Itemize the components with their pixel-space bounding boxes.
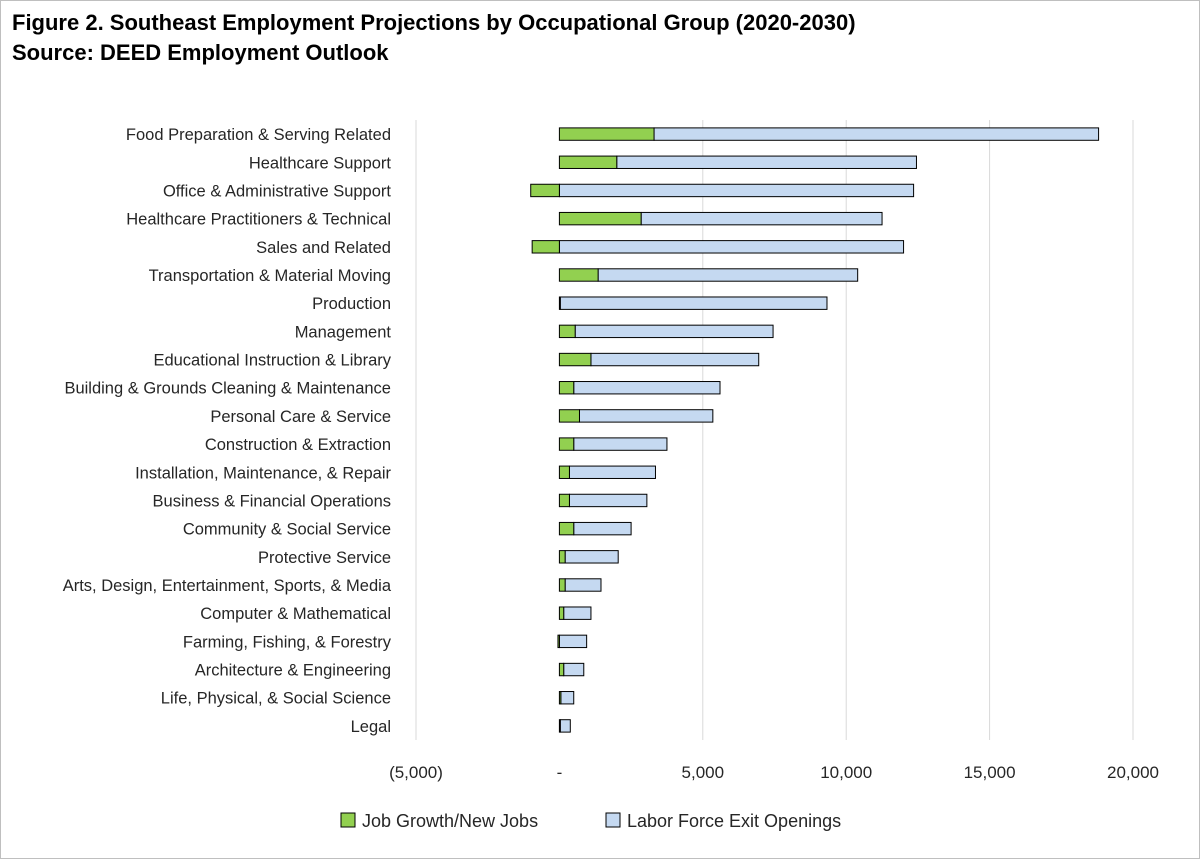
- category-label-3: Healthcare Practitioners & Technical: [126, 211, 391, 229]
- bar-exit-openings-13: [568, 493, 648, 508]
- bar-job-growth-8: [558, 352, 592, 367]
- category-label-6: Production: [312, 295, 391, 313]
- category-label-2: Office & Administrative Support: [163, 182, 391, 200]
- bar-job-growth-5: [558, 268, 599, 282]
- bar-job-growth-1: [558, 155, 618, 169]
- legend-label-1: Labor Force Exit Openings: [627, 811, 841, 831]
- bar-exit-openings-12: [568, 465, 656, 479]
- category-label-21: Legal: [351, 718, 391, 736]
- bar-exit-openings-17: [563, 606, 592, 620]
- category-label-0: Food Preparation & Serving Related: [126, 126, 391, 144]
- category-label-16: Arts, Design, Entertainment, Sports, & M…: [63, 577, 392, 595]
- bar-exit-openings-10: [578, 409, 714, 423]
- category-label-12: Installation, Maintenance, & Repair: [135, 464, 391, 482]
- bar-exit-openings-5: [597, 268, 859, 282]
- bar-exit-openings-20: [560, 691, 575, 705]
- category-label-9: Building & Grounds Cleaning & Maintenanc…: [64, 380, 391, 398]
- bar-job-growth-16: [558, 578, 566, 592]
- category-label-7: Management: [295, 323, 392, 341]
- bar-job-growth-9: [558, 381, 575, 395]
- chart-title: Figure 2. Southeast Employment Projectio…: [12, 10, 856, 35]
- bar-exit-openings-18: [558, 634, 588, 649]
- bar-job-growth-11: [558, 437, 575, 451]
- bar-job-growth-14: [558, 521, 575, 536]
- bar-exit-openings-15: [564, 550, 619, 564]
- bar-job-growth-20: [558, 691, 562, 705]
- category-label-4: Sales and Related: [256, 239, 391, 257]
- category-label-10: Personal Care & Service: [210, 408, 391, 426]
- category-label-20: Life, Physical, & Social Science: [161, 690, 391, 708]
- bar-job-growth-21: [558, 719, 561, 733]
- category-label-13: Business & Financial Operations: [153, 492, 391, 510]
- bar-exit-openings-8: [590, 352, 760, 367]
- bar-job-growth-13: [558, 493, 570, 508]
- category-labels: Food Preparation & Serving Related Health…: [63, 126, 392, 736]
- bar-job-growth-15: [558, 550, 566, 564]
- category-label-17: Computer & Mathematical: [200, 605, 391, 623]
- category-label-11: Construction & Extraction: [205, 436, 391, 454]
- category-label-1: Healthcare Support: [249, 154, 392, 172]
- bar-exit-openings-9: [573, 381, 721, 395]
- legend-swatch-1: [605, 812, 621, 828]
- bar-exit-openings-11: [573, 437, 668, 451]
- x-tick-label-0: (5,000): [389, 763, 443, 782]
- bar-job-growth-0: [558, 127, 655, 141]
- bar-job-growth-6: [558, 296, 561, 310]
- bar-exit-openings-4: [558, 240, 905, 254]
- category-label-18: Farming, Fishing, & Forestry: [183, 633, 392, 651]
- category-label-19: Architecture & Engineering: [195, 662, 391, 680]
- bar-exit-openings-1: [616, 155, 917, 169]
- x-tick-label-1: -: [557, 763, 563, 782]
- bars: [530, 127, 1100, 733]
- category-label-5: Transportation & Material Moving: [149, 267, 391, 285]
- x-axis-tick-labels: (5,000) - 5,000 10,000 15,000 20,000: [389, 763, 1159, 782]
- x-tick-label-4: 15,000: [964, 763, 1016, 782]
- bar-job-growth-4: [531, 240, 560, 254]
- bar-job-growth-3: [558, 211, 642, 226]
- x-tick-label-2: 5,000: [682, 763, 725, 782]
- title-block: Figure 2. Southeast Employment Projectio…: [12, 8, 856, 68]
- category-label-14: Community & Social Service: [183, 521, 391, 539]
- bar-job-growth-18: [557, 634, 560, 649]
- x-tick-label-3: 10,000: [820, 763, 872, 782]
- bar-exit-openings-7: [574, 324, 774, 339]
- legend-label-0: Job Growth/New Jobs: [362, 811, 538, 831]
- bar-exit-openings-6: [559, 296, 828, 310]
- category-label-8: Educational Instruction & Library: [153, 352, 391, 370]
- bar-exit-openings-14: [573, 521, 632, 536]
- chart-subtitle: Source: DEED Employment Outlook: [12, 40, 389, 65]
- bar-job-growth-7: [558, 324, 576, 339]
- bar-exit-openings-2: [558, 183, 915, 198]
- bar-exit-openings-3: [640, 211, 883, 226]
- bar-job-growth-10: [558, 409, 580, 423]
- bar-exit-openings-21: [559, 719, 571, 733]
- bar-job-growth-2: [530, 183, 560, 198]
- category-label-15: Protective Service: [258, 549, 391, 567]
- legend-swatch-0: [340, 812, 356, 828]
- bar-job-growth-19: [558, 662, 565, 677]
- legend: Job Growth/New Jobs Labor Force Exit Open…: [340, 811, 841, 831]
- bar-exit-openings-16: [564, 578, 602, 592]
- bar-job-growth-17: [558, 606, 565, 620]
- bar-exit-openings-0: [653, 127, 1100, 141]
- bar-job-growth-12: [558, 465, 570, 479]
- x-tick-label-5: 20,000: [1107, 763, 1159, 782]
- bar-exit-openings-19: [563, 662, 585, 677]
